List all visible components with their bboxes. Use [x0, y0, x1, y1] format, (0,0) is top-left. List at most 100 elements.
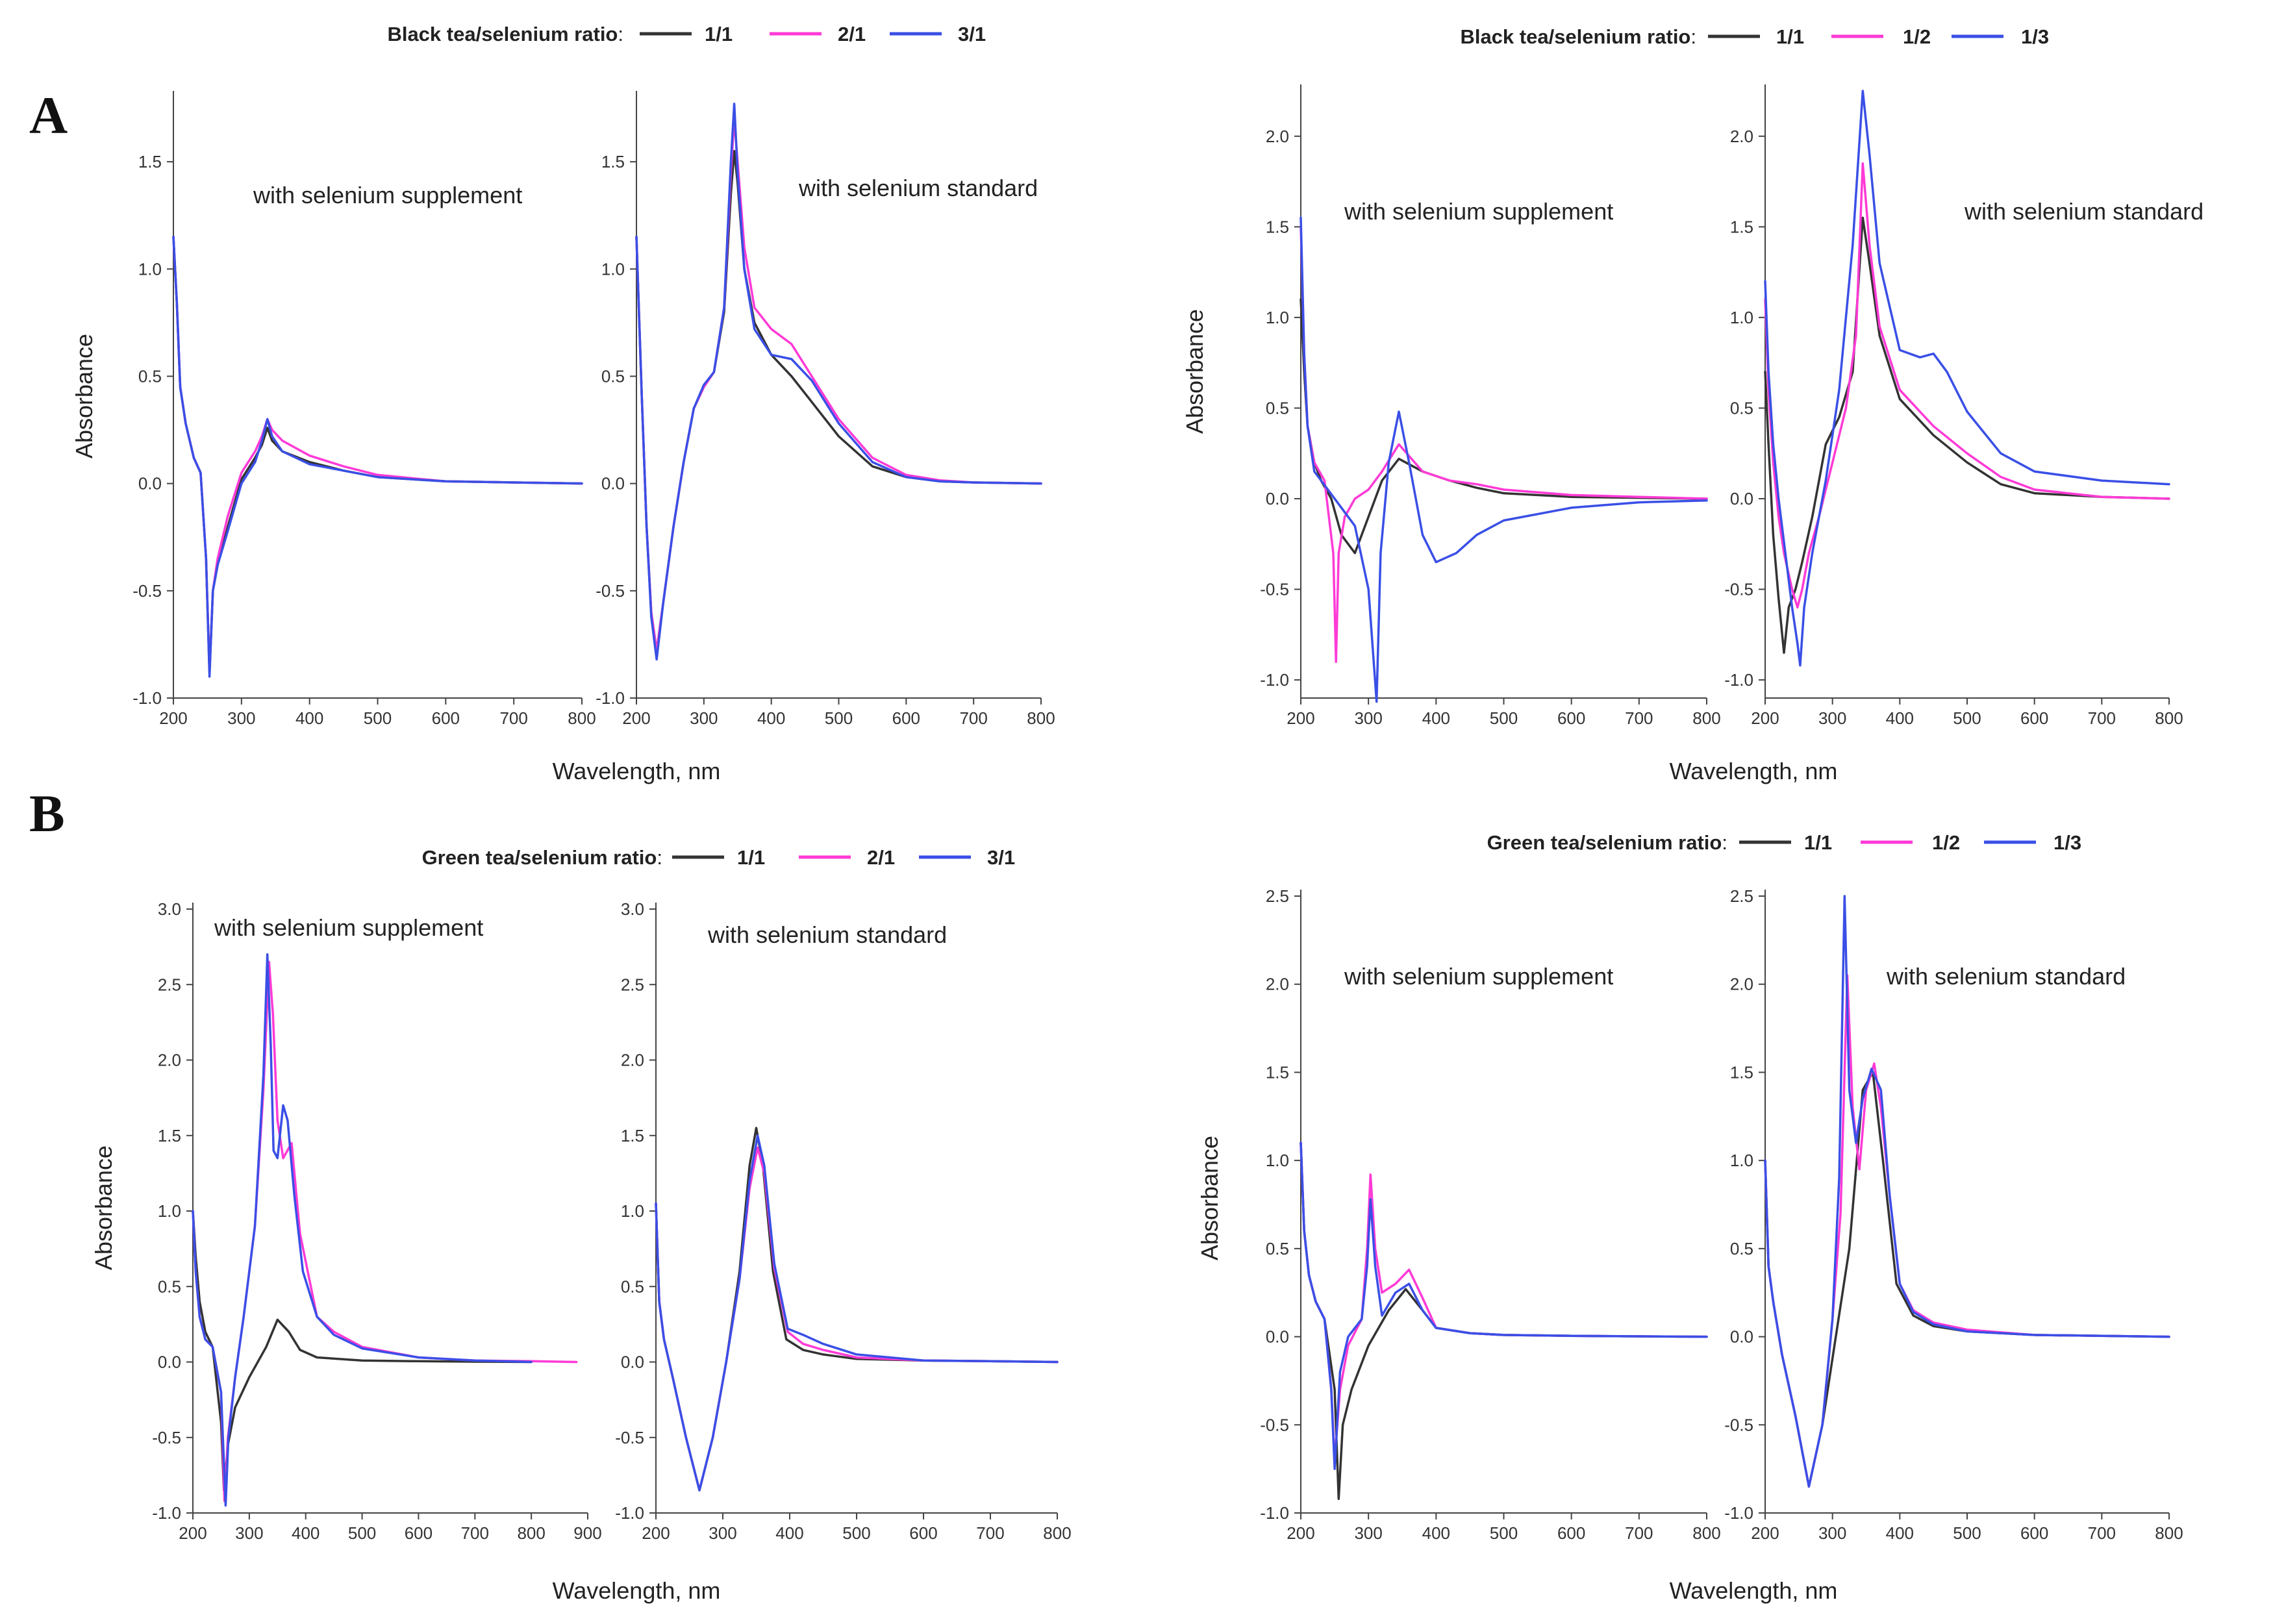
y-tick-label: 0.0: [1266, 489, 1289, 508]
y-tick-label: 0.5: [1730, 398, 1753, 418]
y-tick-label: 2.5: [1730, 886, 1753, 906]
legend-title: Black tea/selenium ratio:: [387, 23, 623, 45]
subplot-annotation: with selenium supplement: [1344, 198, 1613, 225]
legend-label-3: 1/3: [2053, 831, 2081, 854]
legend-label-2: 2/1: [838, 23, 866, 45]
x-tick-label: 800: [1043, 1523, 1071, 1543]
y-tick-label: 3.0: [621, 899, 644, 919]
y-axis-title: Absorbance: [1196, 1136, 1223, 1260]
series-line-1-1: [192, 1210, 533, 1492]
y-tick-label: 1.0: [1266, 1151, 1289, 1170]
legend-b-left: Green tea/selenium ratio: 1/1 2/1 3/1: [422, 846, 1016, 869]
x-tick-label: 800: [1692, 708, 1720, 728]
y-tick-label: 1.5: [601, 152, 625, 171]
x-tick-label: 700: [2088, 708, 2116, 728]
x-tick-label: 400: [775, 1523, 803, 1543]
legend-label-1: 1/1: [737, 846, 765, 869]
x-tick-label: 300: [235, 1523, 263, 1543]
plot-layer: 200 300 400 500 600 700 800-1.0-0.50.00.51.01.…: [132, 84, 2204, 1543]
series-line-3-1: [172, 235, 583, 678]
subplot-supplement: 200 300 400 500 600 700 800 -1.0 -0.5 0.0 0.5 1.0 1.…: [132, 91, 596, 728]
y-tick-label: 0.5: [158, 1277, 181, 1296]
y-tick-label: 1.5: [1730, 217, 1753, 236]
legend-b-right: Green tea/selenium ratio: 1/1 1/2 1/3: [1487, 831, 2082, 854]
y-tick-label: 2.0: [621, 1051, 644, 1070]
y-tick-label: 0.5: [601, 366, 625, 386]
legend-label-3: 1/3: [2021, 25, 2049, 48]
x-tick-label: 600: [892, 708, 920, 728]
y-tick-label: 3.0: [158, 899, 181, 919]
chart-b-right: 200 300 400 500 600 700 800-1.0-0.50.00.51.01.…: [1260, 886, 2183, 1543]
y-tick-label: 1.0: [601, 259, 625, 279]
y-tick-label: 0.0: [621, 1353, 644, 1372]
y-tick-label: -1.0: [1724, 1503, 1753, 1523]
y-tick-label: 0.0: [138, 474, 162, 493]
x-tick-label: 800: [1027, 708, 1055, 728]
x-tick-label: 200: [1287, 708, 1314, 728]
panel-label-a: A: [29, 86, 68, 145]
y-tick-label: -1.0: [1724, 670, 1753, 690]
subplot-standard: 200 300 400 500 600 700 800 -1.0 -0.5 0.0 0.5 1.0 1.…: [615, 899, 1072, 1543]
y-tick-label: -0.5: [615, 1428, 644, 1447]
legend-a-left: Black tea/selenium ratio: 1/1 2/1 3/1: [387, 23, 986, 45]
y-axis-title: Absorbance: [90, 1145, 117, 1270]
y-tick-label: -0.5: [152, 1428, 181, 1447]
series-line-1-3: [1764, 895, 2170, 1488]
series-line-1-1: [1300, 298, 1708, 555]
legend-title: Green tea/selenium ratio:: [1487, 831, 1727, 854]
x-tick-label: 600: [1557, 1523, 1585, 1543]
x-tick-label: 600: [405, 1523, 433, 1543]
x-tick-label: 200: [1287, 1523, 1314, 1543]
y-tick-label: 0.0: [1730, 489, 1753, 508]
legend-label-2: 1/2: [1932, 831, 1960, 854]
x-tick-label: 600: [2020, 708, 2048, 728]
y-tick-label: 1.0: [1730, 1151, 1753, 1170]
subplot-annotation: with selenium standard: [1886, 963, 2126, 990]
x-tick-label: 800: [568, 708, 596, 728]
x-tick-label: 900: [573, 1523, 601, 1543]
y-tick-label: 1.0: [138, 259, 162, 279]
x-tick-label: 700: [976, 1523, 1004, 1543]
y-tick-label: 0.0: [158, 1353, 181, 1372]
subplot-annotation: with selenium supplement: [1344, 963, 1613, 990]
y-tick-label: -0.5: [596, 581, 625, 601]
x-tick-label: 500: [348, 1523, 376, 1543]
legend-label-3: 3/1: [987, 846, 1015, 869]
y-tick-label: 1.5: [621, 1126, 644, 1145]
y-tick-label: 1.0: [1266, 308, 1289, 327]
series-line-1-2: [1764, 162, 2170, 609]
subplot-annotation: with selenium standard: [707, 921, 947, 948]
x-tick-label: 700: [1625, 1523, 1653, 1543]
subplot-supplement: 200 300 400 500 600 700 800 -1.0 -0.5 0.0 0.5 1.0 1.…: [1260, 886, 1721, 1543]
y-tick-label: -0.5: [1260, 1415, 1289, 1434]
y-axis-title: Absorbance: [1181, 309, 1208, 434]
y-tick-label: 2.0: [158, 1051, 181, 1070]
x-tick-label: 400: [292, 1523, 320, 1543]
y-tick-label: 2.0: [1730, 975, 1753, 994]
y-tick-label: 2.5: [158, 975, 181, 994]
y-tick-label: 2.5: [621, 975, 644, 994]
y-tick-label: 2.0: [1730, 127, 1753, 146]
x-tick-label: 300: [227, 708, 255, 728]
y-tick-label: -1.0: [152, 1503, 181, 1523]
chart-a-left: 200 300 400 500 600 700 800-1.0-0.50.00.51.01.…: [132, 91, 1055, 728]
x-tick-label: 200: [179, 1523, 207, 1543]
subplot-supplement: 200 300 400 500 600 700 800 -1.0 -0.5 0.0 0.5 1.0 1.…: [1260, 84, 1721, 728]
y-tick-label: 1.5: [1730, 1062, 1753, 1082]
legend-label-3: 3/1: [958, 23, 986, 45]
series-line-1-1: [1764, 216, 2170, 654]
x-tick-label: 400: [1886, 708, 1914, 728]
y-tick-label: 0.5: [1266, 398, 1289, 418]
legend-label-1: 1/1: [1776, 25, 1804, 48]
legend-label-2: 1/2: [1903, 25, 1931, 48]
x-axis-title: Wavelength, nm: [553, 1577, 721, 1604]
subplot-annotation: with selenium standard: [798, 175, 1038, 201]
x-tick-label: 200: [1751, 1523, 1779, 1543]
y-tick-label: 0.5: [138, 366, 162, 386]
y-tick-label: 0.5: [1266, 1239, 1289, 1258]
subplot-supplement: 200 300 400 500 600 700 800 900 -1.0 -0.5 0.0 0.5 1.…: [152, 899, 602, 1543]
y-tick-label: 1.0: [1730, 308, 1753, 327]
series-line-1-2: [1300, 1142, 1708, 1462]
x-tick-label: 600: [1557, 708, 1585, 728]
